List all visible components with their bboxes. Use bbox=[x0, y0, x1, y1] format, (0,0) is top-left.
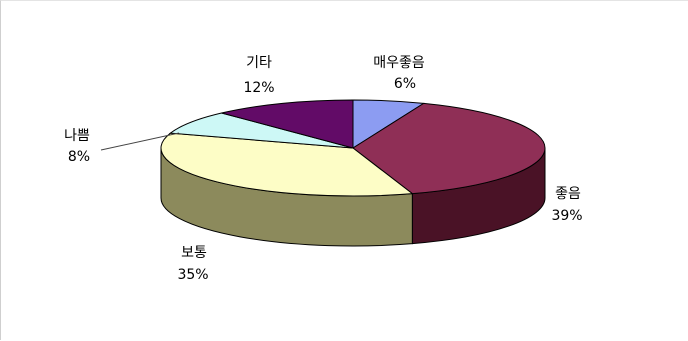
label-normal-value: 35% bbox=[177, 267, 208, 283]
slice-labels: 매우좋음 6% 좋음 39% 보통 35% 나쁨 8% 기타 12% bbox=[64, 55, 582, 283]
pie-slice-good bbox=[352, 102, 546, 195]
label-very-good-value: 6% bbox=[394, 76, 416, 92]
pie-tops bbox=[160, 99, 546, 197]
pie-slice-bad bbox=[169, 112, 354, 149]
label-bad-value: 8% bbox=[68, 149, 90, 165]
label-very-good-name: 매우좋음 bbox=[373, 55, 425, 71]
label-good-name: 좋음 bbox=[555, 186, 581, 202]
pie-slice-normal bbox=[160, 132, 414, 197]
label-other-value: 12% bbox=[243, 80, 274, 96]
label-bad-name: 나쁨 bbox=[64, 128, 90, 144]
label-good-value: 39% bbox=[551, 208, 582, 224]
pie-slice-other bbox=[221, 99, 354, 149]
label-normal-name: 보통 bbox=[181, 245, 207, 261]
label-other-name: 기타 bbox=[246, 55, 272, 71]
leader-line bbox=[100, 132, 180, 151]
